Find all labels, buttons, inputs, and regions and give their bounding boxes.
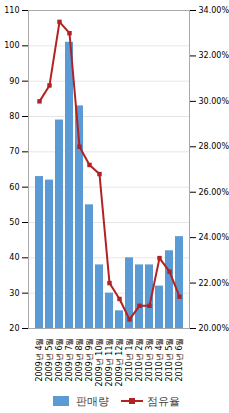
- svg-text:2010년 5월: 2010년 5월: [165, 338, 174, 382]
- svg-text:2010년 3월: 2010년 3월: [145, 338, 154, 382]
- svg-text:2009년 10월: 2009년 10월: [95, 338, 104, 387]
- svg-text:60: 60: [9, 183, 19, 192]
- svg-text:2009년 8월: 2009년 8월: [75, 338, 84, 382]
- svg-text:26.00%: 26.00%: [199, 188, 229, 197]
- svg-text:40: 40: [9, 253, 19, 262]
- svg-text:2009년 12월: 2009년 12월: [115, 338, 124, 387]
- svg-text:2009년 9월: 2009년 9월: [85, 338, 94, 382]
- svg-text:2009년 7월: 2009년 7월: [65, 338, 74, 382]
- svg-text:2009년 5월: 2009년 5월: [45, 338, 54, 382]
- svg-text:30.00%: 30.00%: [199, 97, 229, 106]
- svg-text:100: 100: [4, 41, 19, 50]
- svg-text:2010년 6월: 2010년 6월: [175, 338, 184, 382]
- svg-text:50: 50: [9, 218, 19, 227]
- svg-text:2009년 11월: 2009년 11월: [105, 338, 114, 387]
- svg-text:2010년 4월: 2010년 4월: [155, 338, 164, 382]
- svg-text:90: 90: [9, 77, 19, 86]
- svg-text:28.00%: 28.00%: [199, 142, 229, 151]
- svg-text:70: 70: [9, 147, 19, 156]
- svg-text:2010년 1월: 2010년 1월: [125, 338, 134, 382]
- svg-text:2010년 2월: 2010년 2월: [135, 338, 144, 382]
- svg-text:32.00%: 32.00%: [199, 51, 229, 60]
- svg-text:80: 80: [9, 112, 19, 121]
- html-text:판매량: 판매량: [75, 394, 109, 408]
- svg-text:30: 30: [9, 289, 19, 298]
- svg-text:22.00%: 22.00%: [199, 279, 229, 288]
- svg-text:110: 110: [4, 6, 19, 15]
- svg-text:2009년 6월: 2009년 6월: [55, 338, 64, 382]
- svg-text:34.00%: 34.00%: [199, 6, 229, 15]
- svg-text:2009년 4월: 2009년 4월: [35, 338, 44, 382]
- svg-text:20.00%: 20.00%: [199, 324, 229, 333]
- svg-text:24.00%: 24.00%: [199, 233, 229, 242]
- svg-text:20: 20: [9, 324, 19, 333]
- html-text:점유율: 점유율: [146, 394, 180, 408]
